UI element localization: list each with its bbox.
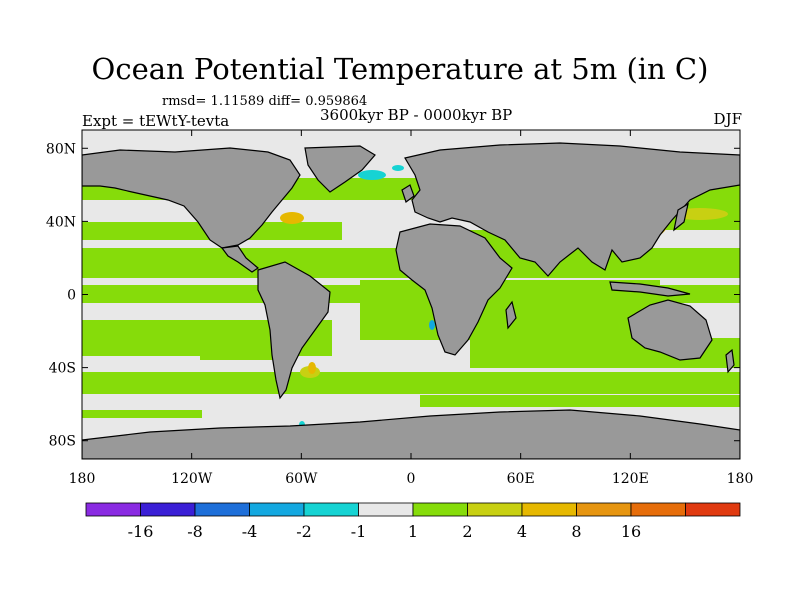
- colorbar-label: 16: [621, 522, 641, 541]
- colorbar-label: -16: [128, 522, 154, 541]
- lon-label: 60E: [507, 471, 535, 487]
- colorbar-swatch: [249, 502, 305, 517]
- colorbar-swatch: [685, 502, 741, 517]
- greenland: [304, 145, 376, 193]
- lon-label: 120E: [612, 471, 649, 487]
- indonesia: [609, 281, 691, 297]
- colorbar-swatch: [467, 502, 523, 517]
- central-america: [220, 245, 260, 273]
- japan: [673, 202, 689, 232]
- season-label: DJF: [713, 110, 742, 128]
- australia: [627, 299, 713, 361]
- colorbar-label: -8: [187, 522, 203, 541]
- lat-label: 40N: [46, 214, 76, 230]
- plot-title: Ocean Potential Temperature at 5m (in C): [91, 52, 709, 86]
- colorbar-label: 4: [517, 522, 527, 541]
- colorbar-swatch: [85, 502, 141, 517]
- colorbar-label: 8: [571, 522, 581, 541]
- lon-label: 180: [69, 471, 96, 487]
- lon-label: 60W: [285, 471, 318, 487]
- lon-label: 0: [407, 471, 416, 487]
- africa: [395, 223, 513, 356]
- colorbar-swatch: [576, 502, 632, 517]
- colorbar-swatch: [303, 502, 359, 517]
- uk: [401, 184, 415, 203]
- lat-label: 80N: [46, 141, 76, 157]
- longitude-axis: 180 120W 60W 0 60E 120E 180: [69, 130, 754, 487]
- colorbar-swatch: [521, 502, 577, 517]
- colorbar-swatch: [194, 502, 250, 517]
- colorbar: -16 -8 -4 -2 -1 1 2 4 8 16: [85, 502, 741, 541]
- colorbar-label: 1: [408, 522, 418, 541]
- lat-label: 0: [67, 288, 76, 304]
- colorbar-swatch: [358, 502, 414, 517]
- colorbar-swatch: [140, 502, 196, 517]
- lat-label: 40S: [49, 361, 76, 377]
- colorbar-label: -1: [351, 522, 367, 541]
- latitude-axis: 80N 40N 0 40S 80S: [46, 141, 740, 450]
- madagascar: [505, 300, 517, 330]
- lon-label: 120W: [171, 471, 213, 487]
- colorbar-label: -2: [296, 522, 312, 541]
- lon-label: 180: [727, 471, 754, 487]
- map-field: [82, 130, 740, 459]
- new-zealand: [725, 348, 735, 374]
- rmsd-diff-stats: rmsd= 1.11589 diff= 0.959864: [162, 94, 368, 109]
- lat-label: 80S: [49, 434, 76, 450]
- colorbar-swatch: [630, 502, 686, 517]
- south-america: [257, 261, 331, 400]
- antarctica: [82, 409, 740, 459]
- period-label: 3600kyr BP - 0000kyr BP: [320, 106, 513, 124]
- north-america: [82, 147, 301, 249]
- colorbar-label: -4: [242, 522, 258, 541]
- land-masses: [82, 142, 740, 459]
- colorbar-label: 2: [462, 522, 472, 541]
- colorbar-swatch: [412, 502, 468, 517]
- experiment-label: Expt = tEWtY-tevta: [82, 112, 230, 130]
- eurasia: [404, 142, 740, 277]
